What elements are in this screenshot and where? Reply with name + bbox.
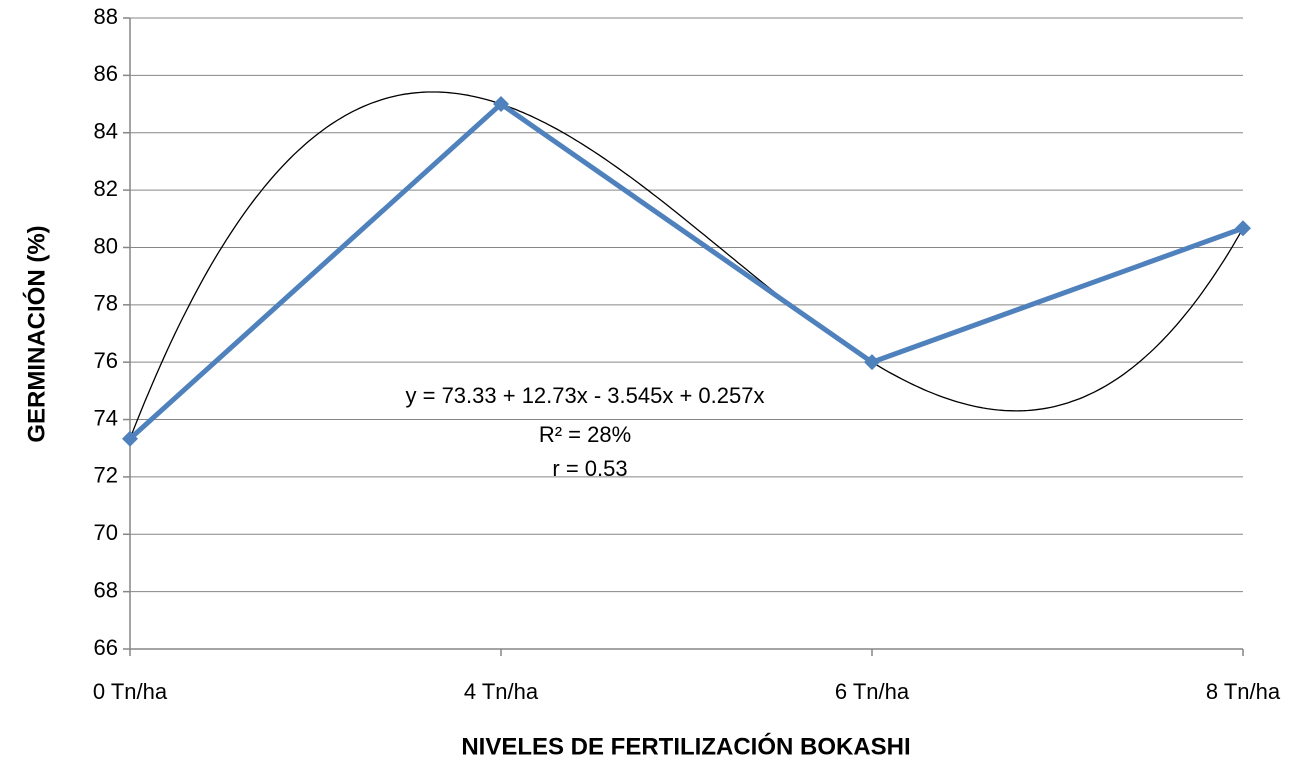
y-tick-label: 66 xyxy=(94,635,118,660)
y-tick-label: 80 xyxy=(94,233,118,258)
y-tick-label: 78 xyxy=(94,291,118,316)
marker xyxy=(122,430,138,447)
marker xyxy=(493,96,509,113)
y-tick-label: 70 xyxy=(94,520,118,545)
annotation: R² = 28% xyxy=(539,422,631,447)
y-tick-label: 68 xyxy=(94,577,118,602)
y-tick-label: 76 xyxy=(94,348,118,373)
y-tick-label: 86 xyxy=(94,61,118,86)
y-tick-label: 84 xyxy=(94,119,118,144)
y-tick-label: 88 xyxy=(94,4,118,29)
marker xyxy=(864,354,880,371)
y-tick-label: 72 xyxy=(94,463,118,488)
series-line xyxy=(128,101,1244,441)
x-axis-title: NIVELES DE FERTILIZACIÓN BOKASHI xyxy=(461,732,910,760)
marker xyxy=(1235,220,1251,237)
x-tick-label: 8 Tn/ha xyxy=(1206,679,1281,704)
y-axis-title: GERMINACIÓN (%) xyxy=(22,225,50,442)
y-tick-label: 74 xyxy=(94,405,118,430)
annotation: r = 0.53 xyxy=(552,456,627,481)
y-tick-label: 82 xyxy=(94,176,118,201)
x-tick-label: 6 Tn/ha xyxy=(835,679,910,704)
x-tick-label: 0 Tn/ha xyxy=(93,679,168,704)
trendline xyxy=(129,91,1244,440)
x-tick-label: 4 Tn/ha xyxy=(464,679,539,704)
annotation: y = 73.33 + 12.73x - 3.545x + 0.257x xyxy=(406,383,765,408)
